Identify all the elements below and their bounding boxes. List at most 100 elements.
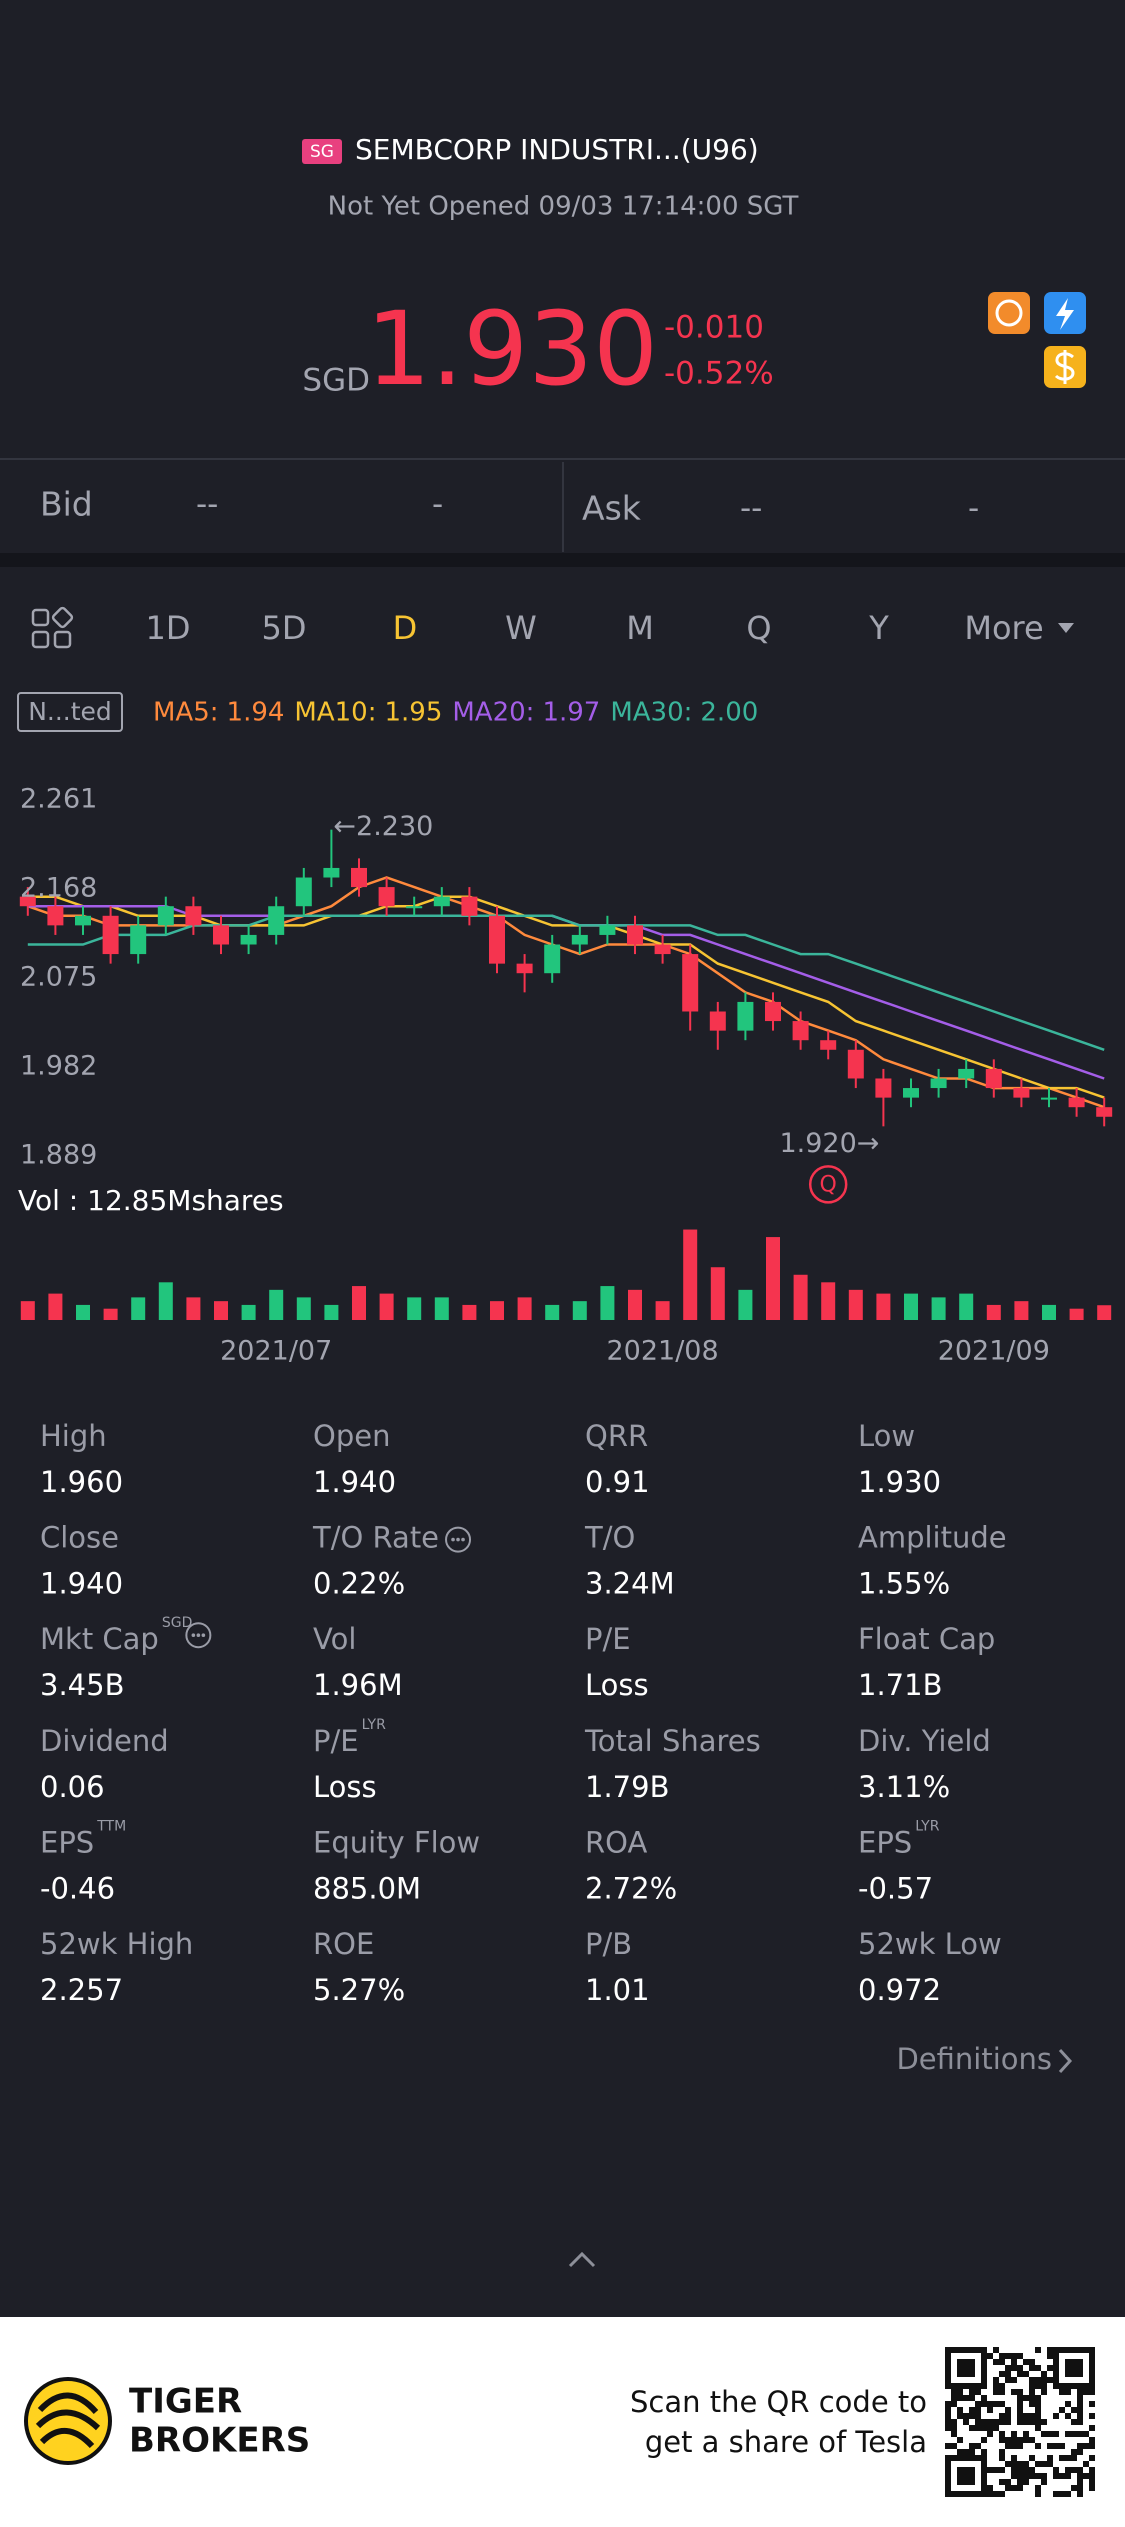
qr-module (963, 2365, 969, 2371)
timeframe-tab[interactable]: Q (746, 609, 771, 647)
qr-module (945, 2425, 951, 2431)
qr-module (993, 2491, 999, 2497)
candle-body (903, 1088, 919, 1098)
qr-module (999, 2389, 1005, 2395)
top-icons[interactable] (988, 292, 1086, 388)
qr-module (1089, 2389, 1095, 2395)
qr-module (969, 2443, 975, 2449)
volume-bar (1097, 1305, 1112, 1320)
chevron[interactable] (1058, 2048, 1073, 2074)
logo-ring (24, 2377, 112, 2465)
qr-module (945, 2365, 951, 2371)
qr-module (975, 2383, 981, 2389)
candle-body (323, 867, 340, 878)
qr-module (963, 2449, 969, 2455)
collapse-caret[interactable] (568, 2251, 596, 2268)
volume-bar (821, 1282, 836, 1320)
stat-value: 1.940 (313, 1465, 396, 1499)
layout-icon[interactable] (31, 606, 74, 649)
stat-value: 2.72% (585, 1871, 677, 1905)
qr-module (957, 2449, 963, 2455)
candle-body (351, 867, 367, 888)
qr-module (1077, 2467, 1083, 2473)
qr-module (1077, 2443, 1083, 2449)
qr-module (1017, 2407, 1023, 2413)
qr-module (1047, 2353, 1053, 2359)
stat-label: Equity Flow (313, 1825, 480, 1859)
qr-module (1011, 2353, 1017, 2359)
qr-module (981, 2371, 987, 2377)
info-icon-dot (456, 1537, 460, 1542)
timeframe-tab[interactable]: W (505, 609, 537, 647)
timeframe-tab[interactable]: More (964, 609, 1043, 647)
bid-price: -- (196, 487, 218, 523)
timeframe-tab[interactable]: D (393, 609, 418, 647)
qr-module (993, 2467, 999, 2473)
qr-module (945, 2377, 951, 2383)
icon-exchange[interactable] (988, 292, 1030, 334)
legend-value: 2.00 (700, 698, 758, 728)
qr-module (1011, 2389, 1017, 2395)
qr-module (1059, 2389, 1065, 2395)
candle-body (1041, 1097, 1057, 1100)
stat-label: Open (313, 1419, 390, 1453)
volume-bar (517, 1297, 532, 1320)
timeframe-tab[interactable]: M (626, 609, 654, 647)
indicator-badge[interactable] (17, 692, 123, 732)
qr-module (969, 2449, 975, 2455)
qr-module (1059, 2407, 1065, 2413)
qr-module (1023, 2413, 1029, 2419)
qr-module (1077, 2389, 1083, 2395)
qr-module (1053, 2383, 1059, 2389)
dropdown-arrow[interactable] (1058, 623, 1074, 633)
info-icon[interactable] (185, 1622, 212, 1649)
info-icon[interactable] (445, 1526, 472, 1553)
qr-module (993, 2425, 999, 2431)
qr-module (1023, 2395, 1029, 2401)
candle-body (489, 915, 505, 964)
stat-label: P/E (585, 1622, 631, 1656)
stat-value: Loss (585, 1668, 649, 1702)
stat-label: Float Cap (858, 1622, 995, 1656)
timeframe-tab[interactable]: 1D (146, 609, 191, 647)
qr-module (1065, 2473, 1071, 2479)
y-tick-label: 2.261 (20, 784, 97, 815)
qr-module (969, 2479, 975, 2485)
qr-module (1071, 2485, 1077, 2491)
stat-value: 1.55% (858, 1567, 950, 1601)
definitions-link[interactable]: Definitions (896, 2042, 1052, 2076)
qr-module (1089, 2425, 1095, 2431)
qr-module (1005, 2407, 1011, 2413)
candle-body (737, 1001, 754, 1031)
timeframe-tab[interactable]: 5D (262, 609, 307, 647)
qr-module (1053, 2377, 1059, 2383)
timeframe-tab[interactable]: Y (868, 609, 889, 647)
qr-module (1029, 2473, 1035, 2479)
qr-module (1041, 2479, 1047, 2485)
qr-module (1089, 2359, 1095, 2365)
qr-module (1053, 2353, 1059, 2359)
qr-module (945, 2443, 951, 2449)
qr-module (1035, 2347, 1041, 2353)
qr-module (999, 2401, 1005, 2407)
candle-body (1096, 1107, 1113, 1117)
legend-name: MA5: (153, 698, 219, 728)
qr-module (993, 2401, 999, 2407)
qr-module (1011, 2485, 1017, 2491)
qr-module (1029, 2401, 1035, 2407)
event-marker[interactable] (808, 1165, 848, 1204)
market-status: Not Yet Opened 09/03 17:14:00 SGT (328, 192, 799, 222)
qr-module (1077, 2347, 1083, 2353)
event-marker-text[interactable]: Q (820, 1172, 837, 1197)
qr-module (1005, 2371, 1011, 2377)
indicator-badge-text[interactable]: N...ted (28, 697, 112, 726)
volume-bar (241, 1304, 256, 1320)
qr-module (1089, 2473, 1095, 2479)
qr-module (1029, 2395, 1035, 2401)
qr-module (1011, 2443, 1017, 2449)
qr-module (1077, 2365, 1083, 2371)
volume-bar (931, 1297, 946, 1320)
legend-value: 1.94 (227, 698, 285, 728)
qr-module (999, 2419, 1005, 2425)
